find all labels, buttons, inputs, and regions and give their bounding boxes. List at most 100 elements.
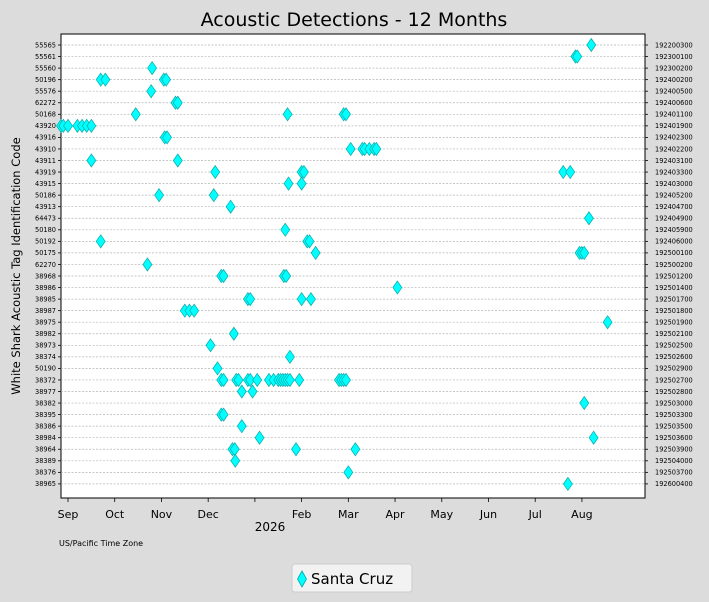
y-tick-label-left: 62272 (35, 99, 56, 107)
detection-point-50186 (208, 188, 219, 203)
detection-point-38372 (245, 372, 256, 388)
data-points (56, 37, 613, 492)
y-tick-label-left: 43919 (35, 168, 56, 176)
y-tick-label-right: 192502600 (655, 353, 693, 361)
x-tick-label-jul: Jul (528, 508, 542, 521)
detection-point-50190 (212, 361, 223, 376)
detection-point-50175 (310, 245, 321, 261)
detection-point-43910 (345, 141, 356, 157)
y-tick-label-left: 38984 (35, 434, 56, 442)
detection-point-38386 (236, 419, 247, 434)
y-tick-label-right: 192404700 (655, 203, 693, 211)
y-tick-label-right: 192400500 (655, 88, 693, 96)
y-tick-label-right: 192502100 (655, 330, 693, 338)
y-tick-label-right: 192501900 (655, 319, 693, 327)
plot-area (60, 33, 646, 499)
detection-point-38977 (236, 384, 247, 399)
y-tick-label-left: 55560 (35, 64, 56, 72)
detection-point-38985 (306, 291, 316, 307)
detection-point-43913 (225, 199, 236, 214)
y-tick-label-left: 38985 (35, 295, 56, 303)
y-tick-label-left: 43910 (35, 145, 56, 153)
y-tick-label-right: 192404900 (655, 215, 693, 223)
y-tick-label-left: 38977 (35, 388, 56, 396)
y-tick-label-right: 192501400 (655, 284, 693, 292)
y-tick-label-right: 192400200 (655, 76, 693, 84)
y-tick-label-left: 50192 (35, 238, 56, 246)
detection-point-43919 (299, 164, 309, 180)
y-tick-label-left: 43920 (35, 122, 56, 130)
detection-point-50168 (341, 107, 351, 122)
detection-point-38374 (285, 349, 295, 364)
detection-point-50180 (280, 222, 291, 237)
y-tick-label-right: 192401900 (655, 122, 693, 130)
x-tick-label-oct: Oct (105, 508, 125, 521)
legend: Santa Cruz (291, 563, 413, 593)
y-tick-label-right: 192300200 (655, 64, 693, 72)
detection-point-38389 (230, 453, 241, 468)
detection-point-62272 (172, 95, 183, 110)
y-tick-label-right: 192501800 (655, 307, 693, 315)
y-tick-label-right: 192300100 (655, 53, 693, 61)
y-tick-label-right: 192405900 (655, 226, 693, 234)
y-tick-label-left: 38965 (35, 480, 56, 488)
detection-point-38395 (218, 407, 229, 422)
y-tick-label-right: 192200300 (655, 41, 693, 49)
y-tick-label-right: 192503000 (655, 399, 693, 407)
y-tick-label-right: 192502900 (655, 365, 693, 373)
x-tick-label-sep: Sep (58, 508, 79, 521)
detection-point-38982 (228, 326, 239, 341)
y-tick-label-left: 38964 (35, 446, 56, 454)
y-tick-label-right: 192405200 (655, 191, 693, 199)
detection-point-50168 (130, 107, 141, 122)
timezone-note: US/Pacific Time Zone (59, 539, 143, 548)
y-tick-label-right: 192503500 (655, 422, 693, 430)
detection-point-43911 (172, 153, 183, 168)
y-tick-label-left: 50175 (35, 249, 56, 257)
y-tick-label-right: 192502500 (655, 342, 693, 350)
detection-point-38372 (341, 372, 351, 388)
y-tick-label-right: 192503600 (655, 434, 693, 442)
y-tick-label-right: 192403100 (655, 157, 693, 165)
detection-point-38964 (350, 442, 361, 457)
y-tick-labels-right: 192200300 192300100 192300200 192400200 1924… (645, 41, 693, 488)
detection-point-43916 (162, 130, 172, 145)
chart-title: Acoustic Detections - 12 Months (201, 9, 508, 31)
y-tick-label-left: 50168 (35, 111, 56, 119)
detection-point-50192 (95, 234, 106, 249)
detection-point-50175 (579, 245, 590, 261)
detection-point-55576 (146, 84, 157, 99)
detection-point-38372 (252, 372, 263, 388)
detection-point-38968 (281, 268, 292, 284)
detection-point-43920 (86, 118, 97, 133)
detection-point-43919 (565, 164, 576, 180)
detection-point-50168 (282, 107, 293, 122)
detection-point-55561 (572, 49, 583, 64)
detection-point-38964 (291, 442, 301, 457)
detection-point-38977 (247, 384, 258, 399)
y-tick-label-left: 55576 (35, 88, 56, 96)
x-tick-label-may: May (430, 508, 453, 521)
y-tick-label-left: 43916 (35, 134, 56, 142)
y-tick-label-left: 38986 (35, 284, 56, 292)
y-tick-label-right: 192402300 (655, 134, 693, 142)
y-tick-label-right: 192504000 (655, 457, 693, 465)
x-tick-label-feb: Feb (292, 508, 311, 521)
x-tick-label-jun: Jun (479, 508, 497, 521)
detection-point-43919 (210, 164, 221, 180)
y-tick-label-left: 55561 (35, 53, 56, 61)
detection-point-50186 (154, 188, 165, 203)
y-tick-label-right: 192500100 (655, 249, 693, 257)
detection-point-38372 (218, 372, 229, 388)
x-tick-label-mar: Mar (338, 508, 359, 521)
y-axis-label: White Shark Acoustic Tag Identification … (9, 137, 23, 394)
detection-point-43911 (86, 153, 97, 168)
y-tick-label-right: 192500200 (655, 261, 693, 269)
y-tick-label-left: 38968 (35, 272, 56, 280)
y-tick-label-left: 38975 (35, 319, 56, 327)
detection-point-43910 (371, 141, 382, 157)
x-tick-label-aug: Aug (571, 508, 592, 521)
detection-point-38372 (285, 372, 295, 388)
detection-point-38984 (254, 430, 265, 445)
